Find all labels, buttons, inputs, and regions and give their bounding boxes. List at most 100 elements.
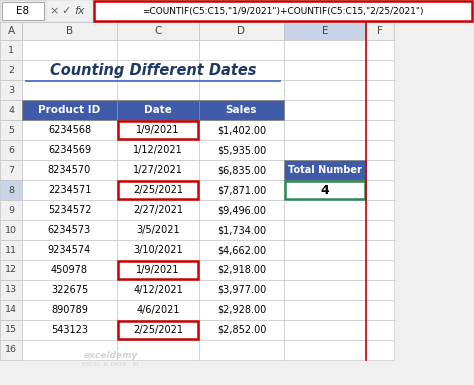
Text: 1/9/2021: 1/9/2021 bbox=[136, 125, 180, 135]
Text: 4/12/2021: 4/12/2021 bbox=[133, 285, 183, 295]
Bar bbox=[199, 40, 284, 60]
Bar bbox=[199, 340, 284, 360]
Bar bbox=[284, 160, 366, 180]
Bar bbox=[0, 220, 22, 240]
Bar bbox=[117, 300, 199, 320]
Bar bbox=[284, 300, 366, 320]
Text: 6234568: 6234568 bbox=[48, 125, 91, 135]
Bar bbox=[284, 140, 366, 160]
Bar bbox=[22, 220, 117, 240]
Bar bbox=[117, 220, 199, 240]
Bar bbox=[0, 160, 22, 180]
Bar bbox=[199, 220, 284, 240]
Bar bbox=[284, 220, 366, 240]
Bar bbox=[117, 100, 199, 120]
Text: 2/27/2021: 2/27/2021 bbox=[133, 205, 183, 215]
Text: 2: 2 bbox=[8, 65, 14, 75]
Bar bbox=[284, 40, 366, 60]
Bar bbox=[366, 140, 394, 160]
Text: D: D bbox=[237, 26, 246, 36]
Bar bbox=[117, 260, 199, 280]
Bar bbox=[0, 320, 22, 340]
Bar bbox=[366, 120, 394, 140]
Text: $6,835.00: $6,835.00 bbox=[217, 165, 266, 175]
Bar bbox=[22, 140, 117, 160]
Text: exceldemy: exceldemy bbox=[83, 352, 137, 360]
Bar bbox=[199, 320, 284, 340]
Bar bbox=[117, 80, 199, 100]
Text: E8: E8 bbox=[17, 6, 29, 16]
Text: Product ID: Product ID bbox=[38, 105, 100, 115]
Bar bbox=[199, 260, 284, 280]
Bar bbox=[0, 120, 22, 140]
Bar bbox=[22, 60, 117, 80]
Text: 2234571: 2234571 bbox=[48, 185, 91, 195]
Bar bbox=[118, 321, 198, 339]
Bar bbox=[118, 121, 198, 139]
Bar bbox=[199, 80, 284, 100]
Text: 8: 8 bbox=[8, 186, 14, 194]
Text: 5: 5 bbox=[8, 126, 14, 134]
Bar bbox=[22, 80, 117, 100]
Text: Total Number: Total Number bbox=[288, 165, 362, 175]
Text: C: C bbox=[155, 26, 162, 36]
Bar bbox=[0, 280, 22, 300]
Text: 3/10/2021: 3/10/2021 bbox=[133, 245, 183, 255]
Bar bbox=[117, 120, 199, 140]
Bar bbox=[366, 220, 394, 240]
Bar bbox=[117, 22, 199, 40]
Bar bbox=[366, 240, 394, 260]
Bar bbox=[199, 200, 284, 220]
Bar bbox=[0, 100, 22, 120]
Text: 12: 12 bbox=[5, 266, 17, 275]
Bar bbox=[199, 120, 284, 140]
Bar bbox=[0, 0, 474, 22]
Text: 7: 7 bbox=[8, 166, 14, 174]
Bar bbox=[2, 2, 44, 20]
Bar bbox=[22, 100, 117, 120]
Text: 2/25/2021: 2/25/2021 bbox=[133, 185, 183, 195]
Bar bbox=[0, 260, 22, 280]
Bar bbox=[284, 260, 366, 280]
Bar bbox=[366, 320, 394, 340]
Text: 11: 11 bbox=[5, 246, 17, 254]
Bar bbox=[22, 280, 117, 300]
Bar bbox=[285, 181, 365, 199]
Bar bbox=[22, 260, 117, 280]
Text: 4/6/2021: 4/6/2021 bbox=[136, 305, 180, 315]
Bar bbox=[0, 340, 22, 360]
Text: 15: 15 bbox=[5, 325, 17, 335]
Text: 3: 3 bbox=[8, 85, 14, 94]
Text: E: E bbox=[322, 26, 328, 36]
Text: 6: 6 bbox=[8, 146, 14, 154]
Bar bbox=[117, 180, 199, 200]
Bar bbox=[117, 280, 199, 300]
Text: 450978: 450978 bbox=[51, 265, 88, 275]
Bar bbox=[0, 60, 22, 80]
Bar bbox=[366, 160, 394, 180]
Bar bbox=[0, 80, 22, 100]
Bar bbox=[365, 22, 366, 40]
Bar bbox=[284, 320, 366, 340]
Bar bbox=[46, 0, 92, 22]
Bar bbox=[284, 60, 366, 80]
Text: 1: 1 bbox=[8, 45, 14, 55]
Text: 322675: 322675 bbox=[51, 285, 88, 295]
Text: 5234572: 5234572 bbox=[48, 205, 91, 215]
Text: 6234569: 6234569 bbox=[48, 145, 91, 155]
Bar bbox=[284, 160, 366, 180]
Bar bbox=[22, 320, 117, 340]
Text: $4,662.00: $4,662.00 bbox=[217, 245, 266, 255]
Bar bbox=[22, 200, 117, 220]
Bar bbox=[199, 100, 284, 120]
Text: B: B bbox=[66, 26, 73, 36]
Text: 6234573: 6234573 bbox=[48, 225, 91, 235]
Bar bbox=[117, 140, 199, 160]
Text: $5,935.00: $5,935.00 bbox=[217, 145, 266, 155]
Bar bbox=[366, 22, 394, 40]
Bar bbox=[0, 240, 22, 260]
Bar bbox=[22, 40, 117, 60]
Bar bbox=[366, 200, 394, 220]
Text: 1/9/2021: 1/9/2021 bbox=[136, 265, 180, 275]
Text: $1,402.00: $1,402.00 bbox=[217, 125, 266, 135]
